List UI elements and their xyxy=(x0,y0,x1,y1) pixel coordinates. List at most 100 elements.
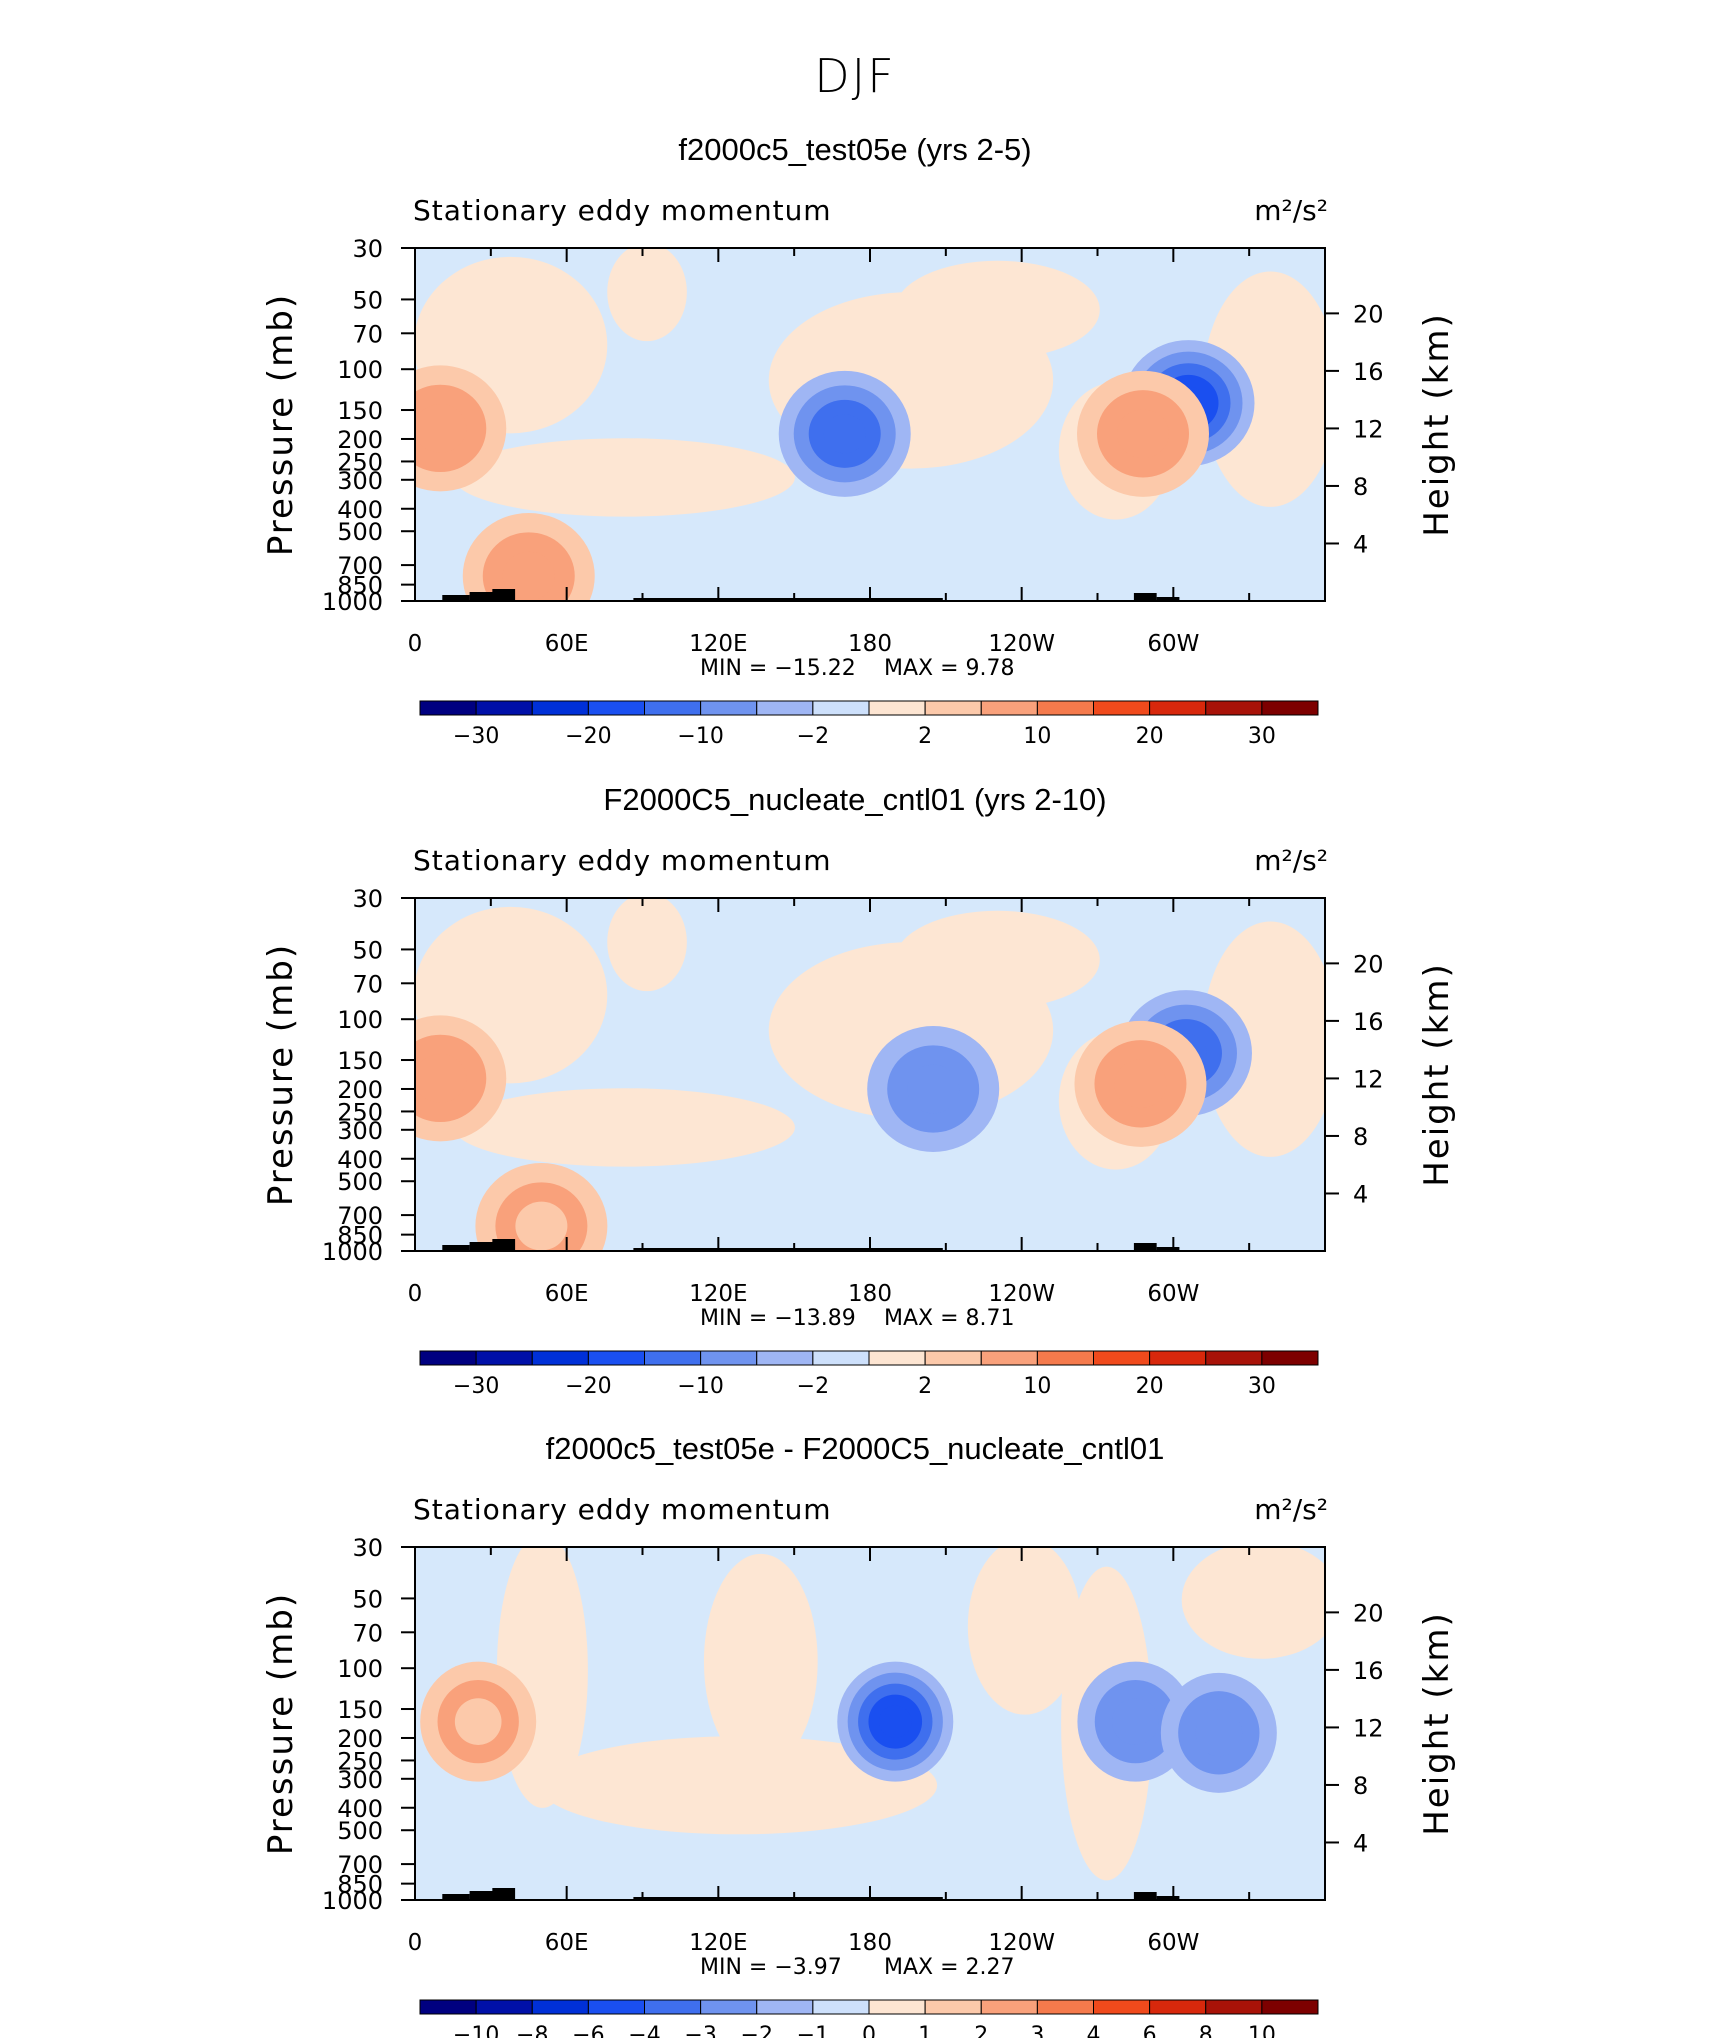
y-tick-label: 700 xyxy=(337,1851,383,1879)
colorbar-cell xyxy=(644,1999,702,2015)
y-right-tick-label: 12 xyxy=(1353,1065,1384,1093)
topography xyxy=(1133,1892,1157,1900)
colorbar-cell xyxy=(1205,1350,1263,1366)
colorbar-label: −8 xyxy=(516,2023,548,2038)
weak-positive-region xyxy=(1202,921,1325,1157)
y-tick-label: 700 xyxy=(337,552,383,580)
y-tick-label: 50 xyxy=(352,1585,383,1613)
field xyxy=(415,1547,1325,1900)
topography xyxy=(492,589,516,601)
y-tick-label: 1000 xyxy=(322,1887,383,1915)
weak-positive-region xyxy=(453,1088,795,1167)
weak-positive-region xyxy=(1181,1547,1325,1659)
colorbar-cell xyxy=(1036,1350,1094,1366)
topography xyxy=(633,1248,943,1251)
y-tick-label: 850 xyxy=(337,1222,383,1250)
colorbar-cell xyxy=(644,700,702,716)
x-tick-label: 120E xyxy=(689,631,747,657)
colorbar-label: −2 xyxy=(797,724,829,749)
y-tick-label: 400 xyxy=(337,1795,383,1823)
colorbar-cell xyxy=(756,1999,814,2015)
right-label: m²/s² xyxy=(1254,194,1328,227)
colorbar-label: 2 xyxy=(918,1374,932,1399)
colorbar-cell xyxy=(1036,1999,1094,2015)
colorbar-cell xyxy=(1261,700,1319,716)
colorbar-label: 4 xyxy=(1087,2023,1101,2038)
colorbar-cell xyxy=(531,700,589,716)
x-tick-label: 120E xyxy=(689,1281,747,1307)
left-label: Stationary eddy momentum xyxy=(413,194,832,227)
colorbar-label: 10 xyxy=(1248,2023,1276,2038)
colorbar-cell xyxy=(587,1999,645,2015)
contour-region xyxy=(415,404,467,453)
y-right-tick-label: 12 xyxy=(1353,1714,1384,1742)
panel-3: f2000c5_test05e - F2000C5_nucleate_cntl0… xyxy=(261,1431,1457,2038)
y-tick-label: 850 xyxy=(337,1871,383,1899)
min-value: MIN = −3.97 xyxy=(700,1955,842,1980)
y-tick-label: 500 xyxy=(337,518,383,546)
colorbar-cell xyxy=(756,700,814,716)
colorbar-label: −30 xyxy=(453,1374,499,1399)
x-tick-label: 60W xyxy=(1147,631,1199,657)
colorbar-cell xyxy=(587,1350,645,1366)
y-right-tick-label: 4 xyxy=(1353,1829,1368,1857)
y-tick-label: 250 xyxy=(337,1098,383,1126)
y-tick-label: 500 xyxy=(337,1168,383,1196)
x-tick-label: 0 xyxy=(408,631,423,657)
y-tick-label: 100 xyxy=(337,1006,383,1034)
contour-region xyxy=(502,551,555,601)
colorbar-label: 8 xyxy=(1199,2023,1213,2038)
y-tick-label: 50 xyxy=(352,936,383,964)
weak-positive-region xyxy=(895,910,1100,1009)
x-tick-label: 0 xyxy=(408,1281,423,1307)
colorbar-label: 10 xyxy=(1023,724,1051,749)
colorbar-cell xyxy=(419,1999,477,2015)
contour-region xyxy=(415,1054,467,1103)
y-right-tick-label: 4 xyxy=(1353,530,1368,558)
colorbar-cell xyxy=(980,1350,1038,1366)
colorbar-cell xyxy=(1149,1350,1207,1366)
colorbar-cell xyxy=(700,1350,758,1366)
colorbar-cell xyxy=(924,1999,982,2015)
colorbar-label: 30 xyxy=(1248,724,1276,749)
colorbar-cell xyxy=(475,700,533,716)
y-tick-label: 1000 xyxy=(322,1238,383,1266)
contour-region xyxy=(454,1698,502,1745)
colorbar-label: 0 xyxy=(862,2023,876,2038)
colorbar-cell xyxy=(1093,1350,1151,1366)
y-right-tick-label: 4 xyxy=(1353,1180,1368,1208)
colorbar-cell xyxy=(868,700,926,716)
colorbar-label: −20 xyxy=(565,724,611,749)
colorbar-cell xyxy=(1149,1999,1207,2015)
colorbar-cell xyxy=(1093,700,1151,716)
colorbar-label: 3 xyxy=(1030,2023,1044,2038)
colorbar-cell xyxy=(1205,1999,1263,2015)
colorbar-cell xyxy=(812,700,870,716)
y-tick-label: 70 xyxy=(352,970,383,998)
colorbar-cell xyxy=(1261,1999,1319,2015)
colorbar-cell xyxy=(812,1999,870,2015)
colorbar-label: −4 xyxy=(628,2023,660,2038)
panel-title: f2000c5_test05e (yrs 2-5) xyxy=(678,132,1031,167)
colorbar-cell xyxy=(700,1999,758,2015)
colorbar-label: −2 xyxy=(797,1374,829,1399)
topography xyxy=(633,1897,943,1900)
colorbar-cell xyxy=(1036,700,1094,716)
weak-positive-region xyxy=(607,898,687,992)
colorbar-label: 10 xyxy=(1023,1374,1051,1399)
x-tick-label: 120W xyxy=(988,631,1055,657)
x-tick-label: 120W xyxy=(988,1930,1055,1956)
y-tick-label: 200 xyxy=(337,426,383,454)
right-label: m²/s² xyxy=(1254,1493,1328,1526)
colorbar-cell xyxy=(924,1350,982,1366)
x-tick-label: 60E xyxy=(545,1281,589,1307)
colorbar-label: −10 xyxy=(453,2023,499,2038)
y-tick-label: 200 xyxy=(337,1076,383,1104)
x-tick-label: 60E xyxy=(545,1930,589,1956)
topography xyxy=(1156,597,1180,601)
colorbar-cell xyxy=(980,700,1038,716)
x-tick-label: 0 xyxy=(408,1930,423,1956)
colorbar-cell xyxy=(475,1350,533,1366)
colorbar-cell xyxy=(587,700,645,716)
